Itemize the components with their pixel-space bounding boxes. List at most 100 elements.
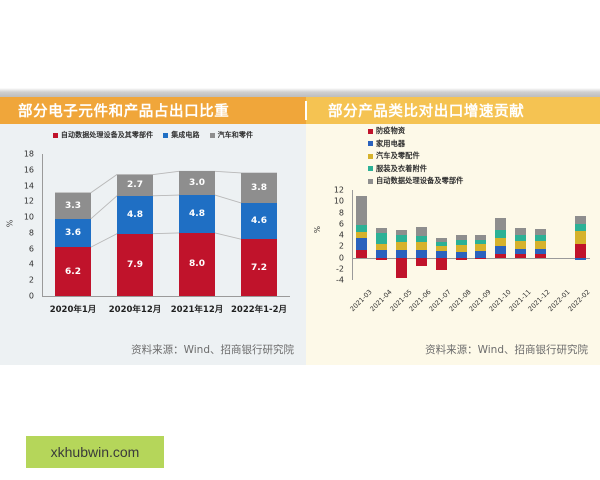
bar-segment: 4.6 (241, 202, 277, 240)
bar-segment (515, 228, 527, 235)
x-tick-label: 2020年12月 (108, 305, 162, 315)
y-tick-label: 2 (338, 241, 344, 251)
legend-swatch-1 (368, 141, 373, 146)
bar-segment (534, 235, 546, 241)
y-axis-line-left (42, 154, 43, 296)
legend-swatch-4 (368, 178, 373, 184)
bar-segment (356, 238, 368, 251)
bar-segment (396, 241, 408, 250)
bar-segment (574, 257, 586, 260)
legend-label: 自动数据处理设备及零部件 (376, 176, 464, 185)
bar-segment (356, 232, 368, 239)
legend-item: 自动数据处理设备及其零部件 (52, 130, 153, 140)
y-tick-label: 14 (23, 181, 34, 191)
bar-segment: 3.0 (179, 171, 215, 195)
legend-item: 自动数据处理设备及零部件 (368, 176, 463, 186)
bar-segment: 3.6 (55, 218, 91, 248)
bar-stack: 6.2 3.6 3.3 (55, 154, 91, 296)
panel-container: 部分电子元件和产品占出口比重 自动数据处理设备及其零部件 集成电路 汽车和零件 % 0… (0, 97, 600, 365)
legend-label: 服装及衣着附件 (376, 163, 428, 173)
bar-segment (495, 246, 507, 254)
bar-segment (455, 257, 467, 261)
legend-label: 汽车及零配件 (376, 151, 420, 160)
y-tick-label: 6 (28, 244, 34, 254)
bar-segment (534, 240, 546, 250)
bar-segment (435, 237, 447, 243)
panel-left-header: 部分电子元件和产品占出口比重 (0, 97, 306, 124)
bar-segment (574, 244, 586, 258)
legend-label: 防疫物资 (376, 126, 406, 135)
bar-segment (376, 244, 388, 251)
legend-swatch-3 (368, 166, 373, 171)
bar-segment (396, 229, 408, 235)
bar-segment (356, 224, 368, 233)
y-axis-line-right (352, 190, 353, 280)
bar-segment (534, 254, 546, 258)
bar-segment: 3.3 (55, 192, 91, 219)
bar-stack (415, 142, 427, 332)
legend-swatch-0 (368, 128, 373, 134)
bar-stack (475, 142, 487, 332)
bar-segment (455, 240, 467, 246)
bar-stack (534, 142, 546, 332)
bar-stack (376, 142, 388, 332)
bar-stack (435, 142, 447, 332)
panel-left-body: 自动数据处理设备及其零部件 集成电路 汽车和零件 % 0 2 4 6 8 10 12 14 16 18 6… (0, 124, 306, 365)
watermark: xkhubwin.com (26, 436, 164, 468)
y-tick-label: 10 (333, 196, 344, 206)
panel-right-title: 部分产品类比对出口增速贡献 (328, 104, 525, 120)
bar-segment (435, 251, 447, 258)
legend-label: 汽车和零件 (217, 131, 254, 139)
bar-segment (534, 228, 546, 235)
y-tick-label: 8 (338, 208, 344, 217)
bar-stack (356, 142, 368, 332)
y-tick-label: 0 (338, 253, 344, 262)
chart-right: % -4 -2 0 2 4 6 8 10 12 2021-03 2021-04 2021-05 2021-… (306, 142, 600, 332)
bar-segment (435, 257, 447, 271)
legend-left: 自动数据处理设备及其零部件 集成电路 汽车和零件 (0, 130, 306, 140)
bar-segment (376, 227, 388, 234)
legend-item: 家用电器 (368, 139, 463, 149)
y-tick-label: 2 (28, 275, 34, 285)
bar-stack: 7.2 4.6 3.8 (241, 154, 277, 296)
bar-segment (376, 257, 388, 260)
y-tick-label: 10 (23, 212, 34, 222)
bar-segment (515, 241, 527, 250)
y-tick-label: -4 (336, 275, 344, 285)
bar-segment (435, 242, 447, 246)
legend-item: 防疫物资 (368, 126, 463, 136)
bar-segment (495, 229, 507, 238)
bar-segment (475, 250, 487, 258)
panel-left: 部分电子元件和产品占出口比重 自动数据处理设备及其零部件 集成电路 汽车和零件 % 0… (0, 97, 306, 365)
legend-label: 集成电路 (171, 131, 200, 139)
bar-stack: 8.0 4.8 3.0 (179, 154, 215, 296)
chart-left: % 0 2 4 6 8 10 12 14 16 18 6.2 3.6 3.3 7.9 4.8 2.7 8.0 4.8… (0, 146, 306, 326)
legend-label: 家用电器 (376, 138, 406, 148)
bar-stack (574, 142, 586, 332)
bar-value-label: 2.7 (127, 180, 143, 191)
bar-segment: 8.0 (179, 232, 215, 296)
header-divider (305, 101, 307, 120)
bar-segment (574, 216, 586, 225)
panel-right-body: 防疫物资 家用电器 汽车及零配件 服装及衣着附件 自动数据处理设备及零部件 % -4 -2 0… (306, 124, 600, 365)
bar-segment (356, 196, 368, 225)
bar-segment (415, 249, 427, 258)
panel-right-source: 资料来源：Wind、招商银行研究院 (425, 344, 588, 356)
panel-left-title: 部分电子元件和产品占出口比重 (18, 104, 230, 120)
bar-segment (435, 245, 447, 252)
bar-segment (376, 233, 388, 244)
bar-value-label: 8.0 (189, 259, 205, 270)
bar-stack (515, 142, 527, 332)
y-tick-label: 8 (28, 228, 34, 238)
y-tick-label: 18 (23, 149, 34, 159)
panel-right-header: 部分产品类比对出口增速贡献 (306, 97, 600, 124)
x-tick-label: 2022年1-2月 (230, 305, 287, 315)
bar-value-label: 7.2 (251, 262, 267, 273)
bar-value-label: 3.8 (251, 182, 267, 193)
watermark-text: xkhubwin.com (50, 444, 140, 460)
bar-segment (495, 237, 507, 247)
bar-segment (475, 239, 487, 244)
bar-segment (396, 249, 408, 258)
bar-value-label: 3.3 (65, 200, 81, 211)
bar-segment: 3.8 (241, 172, 277, 203)
